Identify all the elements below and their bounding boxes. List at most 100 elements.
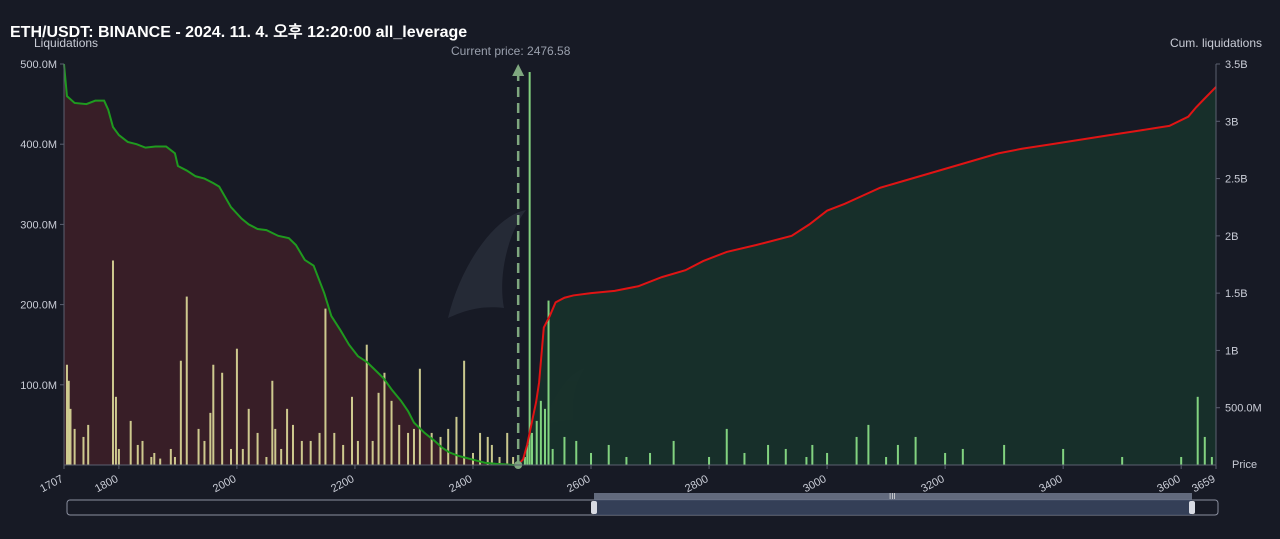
bar-long-liq [1003, 444, 1006, 465]
y2-tick-label: 500.0M [1225, 403, 1262, 415]
bar-short-liq [221, 372, 224, 465]
bar-short-liq [82, 436, 85, 465]
bar-short-liq [153, 452, 156, 465]
slider-grip-icon[interactable]: III [889, 492, 896, 501]
bar-short-liq [383, 372, 386, 465]
bar-short-liq [365, 344, 368, 465]
bar-short-liq [197, 428, 200, 465]
bar-long-liq [867, 424, 870, 465]
bar-short-liq [430, 432, 433, 465]
bar-short-liq [169, 448, 172, 465]
bar-long-liq [528, 72, 531, 466]
y2-tick-label: 1B [1225, 345, 1238, 357]
bar-short-liq [271, 380, 274, 465]
kingfisher-watermark-large [320, 210, 526, 318]
bar-long-liq [523, 456, 526, 465]
bar-short-liq [455, 416, 458, 465]
bar-short-liq [351, 396, 353, 465]
range-slider[interactable]: III [66, 492, 1219, 516]
bar-short-liq [67, 380, 70, 465]
bar-short-liq [318, 432, 321, 465]
bar-long-liq [1196, 396, 1199, 465]
bar-long-liq [805, 456, 808, 465]
bar-long-liq [535, 420, 538, 465]
x-tick-label: 2800 [683, 473, 710, 495]
watermark-text-1-box [320, 245, 445, 301]
bar-long-liq [526, 444, 529, 465]
bar-short-liq [356, 440, 359, 465]
bar-long-liq [914, 436, 917, 465]
x-tick-label: 3600 [1155, 473, 1182, 495]
x-tick-label: 1800 [93, 473, 120, 495]
bar-series [65, 72, 1213, 466]
bar-long-liq [607, 444, 610, 465]
slider-selection[interactable] [594, 500, 1192, 515]
bar-short-liq [87, 424, 90, 465]
y-tick-label: 300.0M [20, 219, 57, 231]
bar-short-liq [498, 456, 501, 465]
bar-short-liq [447, 428, 450, 465]
y2-tick-label: 3B [1225, 116, 1238, 128]
slider-right-handle[interactable] [1189, 501, 1195, 514]
bar-short-liq [418, 368, 421, 465]
right-axis-label: Cum. liquidations [1169, 36, 1262, 50]
bar-short-liq [69, 408, 72, 465]
x-axis-label: Price [1232, 459, 1257, 471]
slider-drag-bar[interactable] [594, 493, 1192, 500]
left-axis-label: Liquidations [34, 36, 99, 50]
bar-short-liq [463, 360, 466, 465]
y-tick-label: 200.0M [20, 300, 57, 312]
bar-short-liq [286, 408, 289, 465]
slider-left-handle[interactable] [591, 501, 597, 514]
y2-tick-label: 3.5B [1225, 59, 1248, 71]
bar-short-liq [111, 260, 114, 465]
bar-long-liq [563, 436, 566, 465]
bar-short-liq [209, 412, 212, 465]
bar-short-liq [185, 296, 188, 465]
bar-short-liq [291, 424, 294, 465]
bar-long-liq [625, 456, 628, 465]
cumulative-lines [63, 63, 1217, 466]
x-tick-label: 3659 [1190, 473, 1217, 495]
bar-short-liq [114, 396, 117, 465]
x-tick-label: 2600 [565, 473, 592, 495]
bar-short-liq [300, 440, 303, 465]
bar-long-liq [539, 400, 542, 465]
bar-short-liq [512, 456, 515, 465]
bar-short-liq [150, 456, 153, 465]
bar-short-liq [141, 440, 144, 465]
bar-short-liq [179, 360, 182, 465]
x-tick-label: 1707 [38, 473, 65, 495]
bar-long-liq [708, 456, 711, 465]
y-tick-label: 500.0M [20, 59, 57, 71]
x-tick-label: 2000 [211, 473, 238, 495]
left-axis-ticks: 500.0M 400.0M 300.0M 200.0M 100.0M [20, 59, 64, 392]
bar-short-liq [159, 458, 162, 465]
bar-long-liq [944, 452, 947, 465]
bar-long-liq [1062, 448, 1065, 465]
x-tick-label: 3400 [1037, 473, 1064, 495]
bar-short-liq [486, 436, 489, 465]
bar-long-liq [547, 300, 550, 465]
bar-short-liq [212, 364, 215, 465]
bar-long-liq [649, 452, 652, 465]
bar-long-liq [855, 436, 858, 465]
bar-short-liq [407, 432, 410, 465]
bar-short-liq [490, 444, 493, 465]
bar-long-liq [575, 440, 578, 465]
long-cum-area [517, 86, 1216, 466]
long-cum-line [517, 86, 1217, 466]
bar-short-liq [173, 456, 176, 465]
bar-long-liq [590, 452, 593, 465]
bar-short-liq [506, 432, 509, 465]
x-axis-ticks: 1707 1800 2000 2200 2400 2600 2800 3000 3200 3400… [38, 465, 1217, 495]
x-tick-label: 2200 [329, 473, 356, 495]
bar-long-liq [885, 456, 888, 465]
current-price-label: Current price: 2476.58 [451, 44, 571, 58]
current-price-marker [512, 64, 525, 469]
y2-tick-label: 2.5B [1225, 174, 1248, 186]
x-tick-label: 2400 [447, 473, 474, 495]
bar-short-liq [117, 448, 120, 465]
bar-long-liq [784, 448, 787, 465]
bar-long-liq [811, 444, 814, 465]
